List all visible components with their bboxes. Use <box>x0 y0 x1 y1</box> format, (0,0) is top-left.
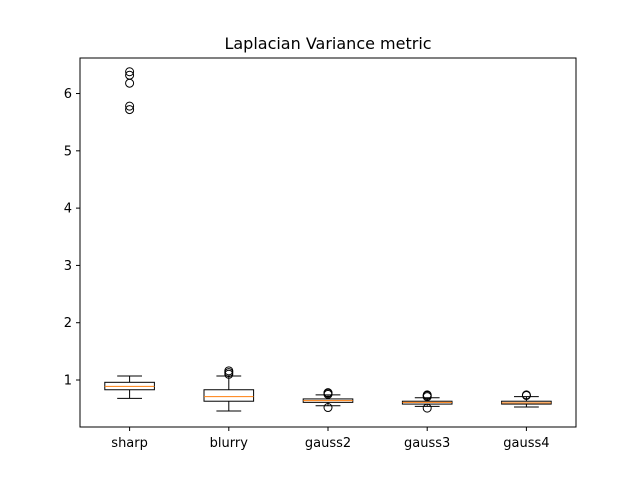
y-tick-label: 1 <box>64 374 72 389</box>
y-tick-label: 3 <box>64 259 72 274</box>
x-tick-label: sharp <box>111 436 148 451</box>
outlier-point <box>323 388 333 398</box>
x-tick-label: blurry <box>210 436 249 451</box>
x-tick-label: gauss4 <box>503 436 549 451</box>
outlier-point <box>125 101 135 111</box>
outlier-point <box>521 390 531 400</box>
plot-area: 1 2 3 4 5 6 sharp blurry gauss2 gauss3 gauss4 <box>64 67 552 451</box>
chart-title: Laplacian Variance metric <box>224 34 431 53</box>
y-tick-label: 2 <box>64 316 72 331</box>
y-tick-label: 5 <box>64 144 72 159</box>
outlier-point <box>323 403 333 413</box>
x-tick-label: gauss2 <box>305 436 351 451</box>
box-iqr <box>203 389 255 402</box>
y-tick-label: 4 <box>64 202 72 217</box>
axes-frame <box>79 57 577 428</box>
outlier-point <box>125 67 135 77</box>
outlier-point <box>125 105 135 115</box>
outlier-point <box>422 390 432 400</box>
outlier-point <box>422 403 432 413</box>
x-tick-label: gauss3 <box>404 436 450 451</box>
outlier-point <box>224 366 234 376</box>
outlier-point <box>125 70 135 80</box>
y-tick-label: 6 <box>64 87 72 102</box>
